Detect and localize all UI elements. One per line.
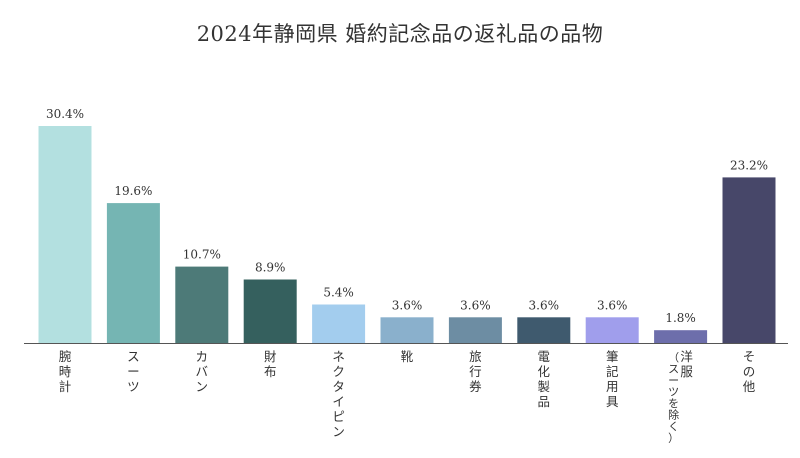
- category-label-6: 旅行券: [469, 349, 482, 394]
- value-label-8: 3.6%: [597, 298, 628, 312]
- svg-text:筆記用具: 筆記用具: [606, 349, 619, 409]
- category-label-10: その他: [743, 349, 756, 394]
- bar-2: [175, 266, 229, 343]
- category-label-8: 筆記用具: [606, 349, 619, 409]
- bar-3: [243, 279, 297, 343]
- bars-layer: [38, 126, 776, 343]
- svg-text:洋服: 洋服: [680, 349, 693, 379]
- value-label-10: 23.2%: [730, 158, 768, 172]
- svg-text:腕時計: 腕時計: [59, 349, 72, 394]
- svg-text:電化製品: 電化製品: [538, 349, 551, 409]
- chart-title: 2024年静岡県 婚約記念品の返礼品の品物: [196, 22, 604, 46]
- value-label-7: 3.6%: [529, 298, 560, 312]
- value-label-3: 8.9%: [255, 261, 286, 275]
- value-label-6: 3.6%: [460, 298, 491, 312]
- svg-text:その他: その他: [743, 349, 756, 394]
- value-labels-layer: 30.4% 19.6% 10.7% 8.9% 5.4% 3.6% 3.6% 3.6% 3.6% 1…: [46, 107, 768, 325]
- bar-0: [38, 126, 92, 343]
- category-label-1: スーツ: [127, 349, 140, 394]
- svg-text:旅行券: 旅行券: [469, 349, 482, 394]
- category-label-7: 電化製品: [538, 349, 551, 409]
- value-label-5: 3.6%: [392, 298, 423, 312]
- svg-text:財布: 財布: [264, 349, 277, 379]
- bar-8: [585, 317, 639, 343]
- value-label-1: 19.6%: [114, 184, 152, 198]
- category-label-5: 靴: [401, 349, 414, 364]
- svg-text:ネクタイピン: ネクタイピン: [332, 349, 345, 439]
- category-label-4: ネクタイピン: [332, 349, 345, 439]
- bar-6: [448, 317, 502, 343]
- bar-5: [380, 317, 434, 343]
- category-label-0: 腕時計: [59, 349, 72, 394]
- category-labels-layer: 腕時計 スーツ カバン 財布 ネクタイピン 靴 旅行券 電化製品 筆記用具 洋服（スーツを除く） そ…: [59, 349, 756, 445]
- bar-1: [106, 203, 160, 343]
- category-label-2: カバン: [196, 349, 209, 394]
- bar-7: [517, 317, 571, 343]
- value-label-4: 5.4%: [323, 286, 354, 300]
- category-label-9: 洋服（スーツを除く）: [668, 349, 693, 445]
- svg-text:カバン: カバン: [196, 349, 209, 394]
- bar-4: [312, 304, 366, 343]
- bar-9: [654, 330, 708, 343]
- category-note-9: （スーツを除く）: [668, 351, 679, 445]
- category-label-3: 財布: [264, 349, 277, 379]
- value-label-9: 1.8%: [665, 311, 696, 325]
- svg-text:靴: 靴: [401, 349, 414, 364]
- value-label-2: 10.7%: [183, 248, 221, 262]
- bar-10: [722, 177, 776, 343]
- value-label-0: 30.4%: [46, 107, 84, 121]
- svg-text:スーツ: スーツ: [127, 349, 140, 394]
